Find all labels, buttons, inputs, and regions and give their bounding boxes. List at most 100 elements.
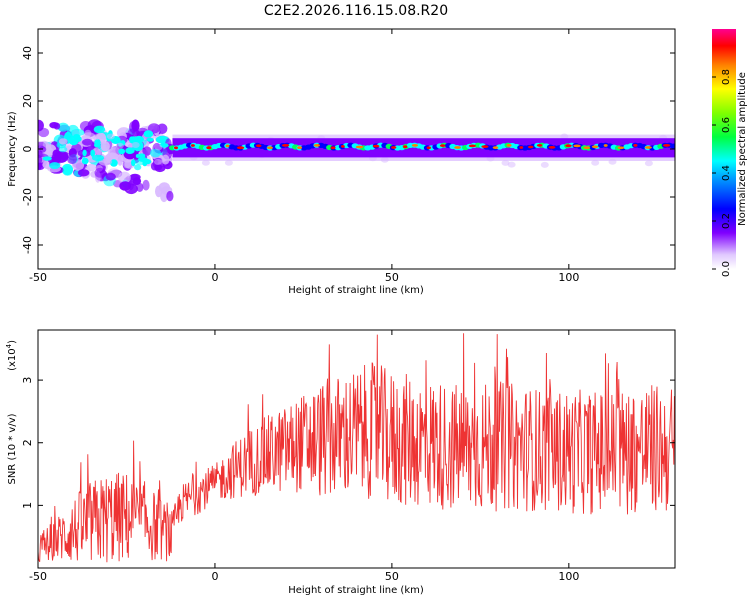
- spectral-halo: [201, 159, 210, 166]
- band-peak: [481, 145, 489, 149]
- spectral-blob: [58, 146, 68, 153]
- snr-series-line: [38, 333, 675, 563]
- snr-frame: [37, 329, 676, 569]
- spectral-core: [143, 130, 154, 138]
- snr-scale-close: ): [7, 340, 18, 344]
- spectral-blob: [117, 154, 124, 166]
- spectral-blob: [52, 149, 61, 158]
- spectral-blob: [38, 150, 43, 158]
- band-peak: [411, 144, 418, 147]
- chart-title: C2E2.2026.116.15.08.R20: [263, 3, 449, 19]
- band-peak: [528, 145, 534, 149]
- y-tick-label: -40: [21, 236, 34, 254]
- spectral-halo: [106, 133, 115, 140]
- spectral-halo: [224, 159, 233, 166]
- band-peak: [426, 146, 431, 150]
- spectral-blob: [158, 182, 170, 193]
- spectral-blob: [150, 148, 161, 158]
- spectral-core: [81, 157, 89, 165]
- band-peak: [662, 144, 671, 147]
- band-peak: [633, 144, 638, 147]
- band-segment: [670, 143, 675, 149]
- band-peak: [372, 144, 380, 148]
- spectral-blob: [157, 123, 168, 135]
- snr-scale-label: (x104): [5, 340, 18, 371]
- spectral-halo: [42, 141, 51, 148]
- band-peak: [330, 146, 336, 150]
- band-peak: [439, 144, 446, 148]
- band-peak: [391, 146, 397, 149]
- spectral-core: [146, 137, 154, 142]
- x-tick-label: -50: [29, 271, 47, 284]
- band-peak: [565, 144, 572, 148]
- spectral-halo: [540, 161, 549, 168]
- spectral-halo: [501, 159, 510, 166]
- snr-y-ticks: 1 2 3: [21, 377, 675, 509]
- band-peak: [617, 146, 625, 150]
- x-tick-label: -50: [29, 570, 47, 583]
- band-peak: [536, 144, 543, 147]
- spectral-blob: [70, 129, 85, 137]
- spectral-blob: [105, 172, 116, 181]
- spectral-core: [125, 147, 135, 154]
- colorbar-tick-label: 0.4: [721, 165, 732, 181]
- spectral-halo: [154, 144, 163, 151]
- spectral-core: [90, 149, 96, 157]
- band-peak: [297, 146, 303, 150]
- spectral-blob: [142, 146, 152, 156]
- colorbar-tick-label: 0.2: [721, 213, 732, 229]
- snr-marks: [38, 333, 675, 563]
- spectral-halo: [507, 161, 516, 168]
- y-tick-label: 20: [21, 94, 34, 108]
- spectral-blob: [58, 138, 68, 145]
- spectral-blob: [154, 163, 162, 170]
- colorbar-tick-label: 0.6: [721, 117, 732, 133]
- band-peak: [548, 146, 556, 149]
- spectral-core: [42, 156, 52, 161]
- spectral-core: [142, 160, 148, 167]
- spectral-blob: [38, 119, 44, 132]
- snr-x-ticks: -50 0 50 100: [29, 330, 579, 583]
- spectrogram-x-ticks: -50 0 50 100: [29, 29, 579, 284]
- band-peak: [281, 144, 290, 147]
- spectrogram-ylabel: Frequency (Hz): [7, 111, 18, 187]
- snr-panel: -50 0 50 100 1 2 3 Height of straight line (k…: [5, 329, 676, 596]
- y-tick-label: 0: [21, 146, 34, 153]
- spectral-blob: [58, 151, 70, 161]
- spectral-blob: [161, 154, 170, 165]
- band-peak: [225, 144, 230, 148]
- band-peak: [255, 144, 262, 148]
- colorbar-gradient: [712, 29, 736, 269]
- x-tick-label: 50: [385, 271, 399, 284]
- band-peak: [591, 145, 599, 149]
- spectral-blob: [134, 164, 142, 171]
- spectral-core: [135, 154, 140, 158]
- spectral-blob: [82, 132, 96, 141]
- x-tick-label: 50: [385, 570, 399, 583]
- band-peak: [174, 146, 178, 150]
- band-peak: [313, 144, 320, 147]
- band-peak: [236, 146, 245, 150]
- band-peak: [403, 145, 408, 149]
- spectral-blob: [94, 167, 106, 178]
- spectral-halo: [154, 159, 162, 165]
- spectral-halo: [115, 142, 124, 149]
- band-peak: [519, 146, 524, 149]
- spectral-halo: [92, 134, 101, 141]
- snr-scale-exponent: 4: [5, 343, 13, 348]
- spectral-halo: [591, 159, 600, 166]
- band-peak: [454, 146, 461, 149]
- x-tick-label: 100: [558, 271, 579, 284]
- colorbar: 0.0 0.2 0.4 0.6 0.8 Normalized spectral ampl…: [712, 29, 748, 277]
- spectral-blob: [53, 122, 61, 130]
- spectral-core: [94, 142, 100, 148]
- band-peak: [355, 145, 364, 149]
- spectrogram-marks: [38, 119, 675, 203]
- spectral-blob: [82, 138, 93, 146]
- spectrogram-y-ticks: -40 -20 0 20 40: [21, 46, 675, 254]
- spectrogram-xlabel: Height of straight line (km): [288, 285, 424, 296]
- band-peak: [603, 144, 608, 147]
- y-tick-label: 1: [21, 502, 34, 509]
- spectral-core: [134, 135, 144, 143]
- spectral-blob: [136, 182, 144, 192]
